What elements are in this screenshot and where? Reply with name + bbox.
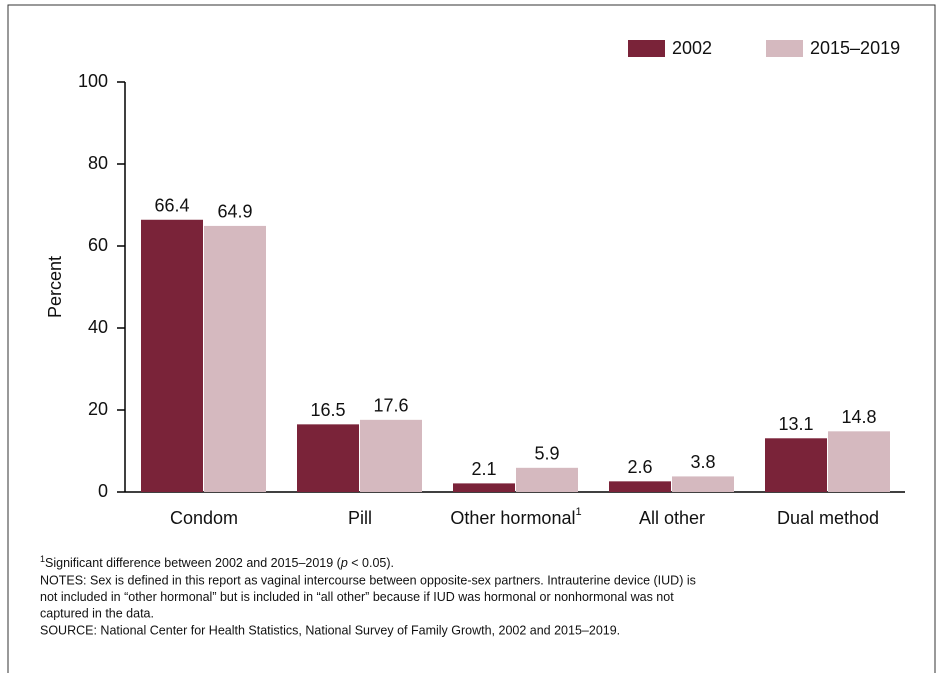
- legend-label: 2015–2019: [810, 38, 900, 58]
- frame: [7, 4, 936, 673]
- value-label: 64.9: [217, 202, 252, 222]
- value-label: 2.1: [471, 459, 496, 479]
- category: Other hormonal: [450, 508, 575, 528]
- value-label: 16.5: [310, 400, 345, 420]
- bar: [672, 476, 734, 492]
- bar: [609, 481, 671, 492]
- category: Pill: [348, 508, 372, 528]
- category: Condom: [170, 508, 238, 528]
- value-label: 14.8: [841, 407, 876, 427]
- footnote-text: < 0.05).: [348, 556, 394, 570]
- value-label: 13.1: [778, 414, 813, 434]
- bar: [516, 467, 578, 492]
- x-tick-label: All other: [639, 508, 705, 528]
- value-label: 3.8: [690, 452, 715, 472]
- y-tick-label: 60: [88, 235, 108, 255]
- source: SOURCE: National Center for Health Stati…: [40, 623, 620, 637]
- footnote-marker: 1: [40, 554, 45, 564]
- legend-label: 2002: [672, 38, 712, 58]
- bar: [765, 438, 827, 492]
- value-label: 17.6: [373, 396, 408, 416]
- x-tick-label: Pill: [348, 508, 372, 528]
- bar: [360, 419, 422, 492]
- footnote: 1Significant difference between 2002 and…: [40, 554, 394, 570]
- x-tick-label: Other hormonal1: [450, 506, 581, 528]
- y-tick-label: 0: [98, 481, 108, 501]
- bar: [297, 424, 359, 492]
- footnote-text: Significant difference between 2002 and …: [45, 556, 342, 570]
- note: NOTES: Sex is defined in this report as …: [40, 573, 696, 587]
- y-tick-label: 20: [88, 399, 108, 419]
- x-tick-label: Dual method: [777, 508, 879, 528]
- bar: [141, 219, 203, 492]
- bar: [453, 483, 515, 492]
- category-superscript: 1: [575, 506, 581, 518]
- y-tick-label: 80: [88, 153, 108, 173]
- x-tick-label: Condom: [170, 508, 238, 528]
- y-tick-label: 40: [88, 317, 108, 337]
- y-axis-title: Percent: [45, 256, 65, 318]
- legend-swatch: [766, 40, 803, 57]
- note: captured in the data.: [40, 607, 154, 621]
- category: All other: [639, 508, 705, 528]
- note: not included in “other hormonal” but is …: [40, 590, 674, 604]
- category: Dual method: [777, 508, 879, 528]
- y-tick-label: 100: [78, 71, 108, 91]
- legend-swatch: [628, 40, 665, 57]
- footnote-text: p: [340, 556, 348, 570]
- value-label: 2.6: [627, 457, 652, 477]
- value-label: 5.9: [534, 444, 559, 464]
- bar: [204, 225, 266, 492]
- value-label: 66.4: [154, 196, 189, 216]
- bar: [828, 431, 890, 492]
